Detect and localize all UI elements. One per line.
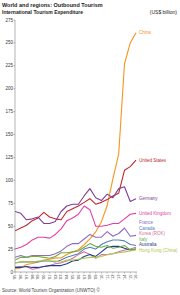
x-tick (49, 272, 50, 274)
x-tick-label: '03 (58, 274, 63, 280)
series-line (15, 187, 136, 224)
series-line (15, 244, 136, 261)
x-tick (55, 272, 56, 274)
x-tick-label: '11 (105, 274, 110, 280)
x-tick-label: '97 (24, 274, 29, 280)
x-tick-label: '07 (82, 274, 87, 280)
x-tick-label: '96 (18, 274, 23, 280)
x-tick (72, 272, 73, 274)
x-tick-label: '15 (128, 274, 133, 280)
x-tick (130, 272, 131, 274)
chart: World and regions: Outbound TourismInter… (0, 0, 180, 295)
x-tick-label: '08 (87, 274, 92, 280)
x-tick-label: '00 (41, 274, 46, 280)
legend-label: France (139, 220, 154, 225)
legend-label: China (139, 30, 151, 35)
series-line (15, 206, 136, 249)
y-tick-label: 50 (8, 224, 14, 229)
x-tick (89, 272, 90, 274)
y-tick-label: 250 (5, 40, 13, 45)
x-tick (118, 272, 119, 274)
subtitle: International Tourism Expenditure (2, 9, 83, 15)
y-tick-label: 275 (5, 18, 13, 23)
x-tick-label: '14 (122, 274, 127, 280)
plot-lines (15, 33, 136, 269)
x-tick-label: '02 (53, 274, 58, 280)
y-tick-label: 175 (5, 109, 13, 114)
title: World and regions: Outbound Tourism (2, 2, 103, 8)
x-axis (15, 272, 137, 273)
x-tick (20, 272, 21, 274)
x-tick (26, 272, 27, 274)
x-tick-label: '95 (12, 274, 17, 280)
x-tick-label: '01 (47, 274, 52, 280)
legend-label: Germany (139, 196, 158, 201)
y-tick (14, 88, 16, 89)
x-tick (38, 272, 39, 274)
legend-label: Italy (139, 237, 148, 242)
y-tick-label: 75 (8, 201, 14, 206)
x-tick (136, 272, 137, 274)
y-tick (14, 272, 16, 273)
y-tick (14, 65, 16, 66)
y-tick-label: 150 (5, 132, 13, 137)
x-tick (95, 272, 96, 274)
x-tick-label: '05 (70, 274, 75, 280)
x-tick-label: '16 (133, 274, 138, 280)
y-tick-label: 225 (5, 63, 13, 68)
x-tick-label: '06 (76, 274, 81, 280)
x-tick-label: '98 (30, 274, 35, 280)
x-tick-label: '09 (93, 274, 98, 280)
x-tick (15, 272, 16, 274)
legend-label: United Kingdom (139, 211, 171, 216)
x-tick-label: '04 (64, 274, 69, 280)
y-tick (14, 157, 16, 158)
y-tick (14, 203, 16, 204)
legend-label: Korea (ROK) (139, 231, 166, 236)
y-tick-label: 125 (5, 155, 13, 160)
y-tick (14, 180, 16, 181)
y-tick-label: 25 (8, 247, 14, 252)
legend-label: Australia (139, 242, 157, 247)
series-line (15, 240, 136, 263)
x-tick (84, 272, 85, 274)
y-tick (14, 134, 16, 135)
series-line (15, 33, 136, 269)
y-tick (14, 20, 16, 21)
legend-label: Canada (139, 226, 155, 231)
y-tick (14, 249, 16, 250)
axis-label: (US$ billion) (150, 9, 178, 15)
x-tick (107, 272, 108, 274)
series-line (15, 160, 136, 231)
series-line (15, 250, 136, 263)
x-tick-label: '10 (99, 274, 104, 280)
y-tick-label: 0 (10, 270, 13, 275)
y-tick (14, 111, 16, 112)
y-tick (14, 226, 16, 227)
y-tick-label: 200 (5, 86, 13, 91)
y-tick-label: 100 (5, 178, 13, 183)
legend-label: Hong Kong (China) (139, 248, 178, 253)
source: Source: World Tourism Organization (UNWT… (2, 287, 101, 293)
x-tick-label: '12 (110, 274, 115, 280)
x-tick (61, 272, 62, 274)
y-tick (14, 42, 16, 43)
x-tick (112, 272, 113, 274)
x-tick (32, 272, 33, 274)
legend-label: United States (139, 158, 167, 163)
x-tick (101, 272, 102, 274)
y-axis (15, 20, 16, 272)
x-tick (124, 272, 125, 274)
x-tick (66, 272, 67, 274)
x-tick-label: '13 (116, 274, 121, 280)
x-tick-label: '99 (35, 274, 40, 280)
x-tick (78, 272, 79, 274)
series-line (15, 247, 136, 269)
x-tick (43, 272, 44, 274)
